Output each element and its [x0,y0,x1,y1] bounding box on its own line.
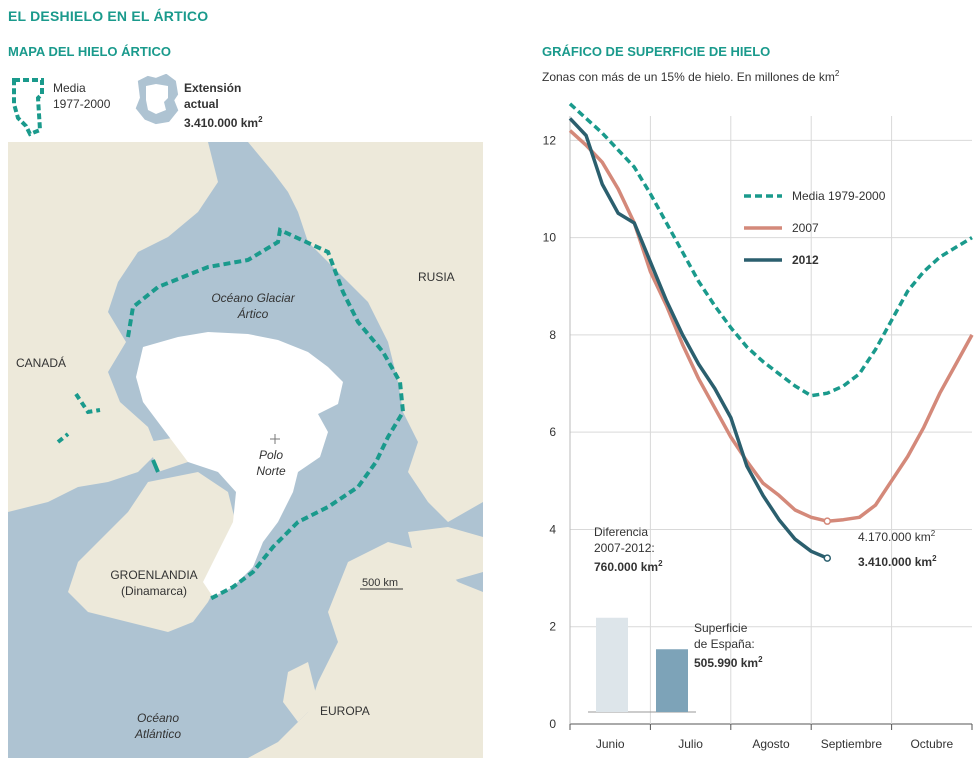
y-tick-label-12: 12 [543,133,557,147]
legend-extension-icon [135,74,179,125]
x-tick-label-4: Octubre [910,737,953,751]
main-title: EL DESHIELO EN EL ÁRTICO [8,8,209,24]
x-tick-label-1: Julio [678,737,703,751]
europe-land [248,542,483,758]
y-tick-label-6: 6 [549,425,556,439]
annotation-diff-3: 760.000 km2 [594,559,663,574]
north-pole-marker [270,434,280,444]
series-line-1 [568,129,974,523]
russia-land [248,142,483,522]
x-tick-label-2: Agosto [752,737,790,751]
x-tick-label-0: Junio [596,737,625,751]
annotation-2012: 3.410.000 km2 [858,554,937,569]
label-atlantic-2: Atlántico [134,727,182,741]
label-pole-1: Polo [258,448,284,462]
annotation-2007: 4.170.000 km2 [858,529,936,544]
legend-extension-label-2: actual [184,97,219,111]
arctic-map [8,142,483,758]
annotation-diff-2: 2007-2012: [594,541,655,555]
y-tick-label-8: 8 [549,328,556,342]
label-pole-2: Norte [256,464,286,478]
series-line-0 [568,102,973,398]
map-title: MAPA DEL HIELO ÁRTICO [8,44,171,59]
label-scale: 500 km [362,577,399,589]
legend-label-0: Media 1979-2000 [792,189,886,203]
label-europe: EUROPA [320,704,370,718]
label-greenland-1: GROENLANDIA [110,568,198,582]
chart-title: GRÁFICO DE SUPERFICIE DE HIELO [542,44,771,59]
ice-surface-chart: 0 2 4 6 8 10 12 Junio Julio Agosto Septiembre Octu… [543,102,974,751]
label-canada: CANADÁ [16,356,67,370]
y-tick-label-10: 10 [543,231,557,245]
annotation-spain-3: 505.990 km2 [694,655,763,670]
x-tick-label-3: Septiembre [821,737,883,751]
label-greenland-2: (Dinamarca) [120,584,187,598]
comparison-bar-1 [656,649,688,712]
label-arctic-ocean-2: Ártico [237,307,269,321]
legend-extension-label-1: Extensión [184,81,242,95]
label-atlantic-1: Océano [136,711,180,725]
canada-land [8,142,218,512]
annotation-spain-1: Superficie [694,621,748,635]
legend-media-label-1: Media [53,81,86,95]
label-arctic-ocean-1: Océano Glaciar [211,291,295,305]
legend-label-2: 2012 [792,253,819,267]
series-end-point-1 [823,517,832,525]
legend-media-icon [12,78,44,137]
series-line-2 [568,117,828,560]
legend-label-1: 2007 [792,221,819,235]
current-ice-extent [136,332,343,597]
comparison-bar-0 [596,617,628,712]
greenland-land [68,472,238,632]
y-tick-label-0: 0 [549,717,556,731]
legend-extension-value: 3.410.000 km2 [184,115,263,130]
label-russia: RUSIA [418,270,455,284]
legend-media-label-2: 1977-2000 [53,97,111,111]
y-tick-label-2: 2 [549,620,556,634]
chart-subtitle: Zonas con más de un 15% de hielo. En mil… [542,69,840,84]
average-ice-line [126,227,406,602]
annotation-diff-1: Diferencia [594,525,649,539]
series-end-point-2 [823,554,832,562]
annotation-spain-2: de España: [694,637,755,651]
y-tick-label-4: 4 [549,522,556,536]
